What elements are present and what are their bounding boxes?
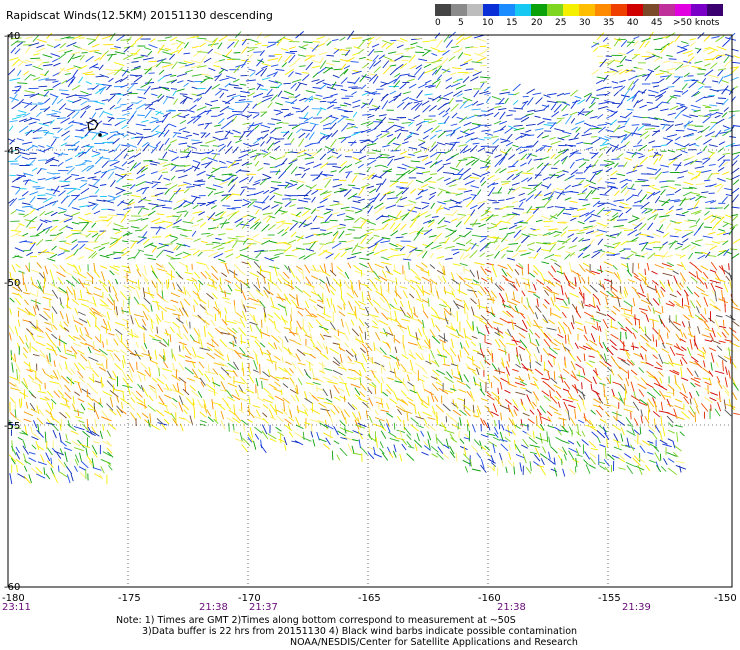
colorbar-label-25: 25 bbox=[555, 18, 567, 28]
colorbar-swatch bbox=[675, 4, 691, 16]
colorbar-swatch bbox=[611, 4, 627, 16]
colorbar-swatch bbox=[707, 4, 723, 16]
colorbar-swatch bbox=[547, 4, 563, 16]
lon-label-160: -160 bbox=[478, 593, 501, 604]
time-label-2: 21:37 bbox=[249, 602, 278, 613]
lat-label-55: -55 bbox=[4, 421, 20, 432]
island-coastline bbox=[87, 119, 102, 137]
colorbar-swatch bbox=[515, 4, 531, 16]
colorbar-label-0: 0 bbox=[435, 18, 441, 28]
lon-label-180: -180 bbox=[2, 593, 25, 604]
wind-barbs-layer bbox=[8, 30, 740, 485]
axis-labels: -40 -45 -50 -55 -60 -180 -175 -170 -165 … bbox=[2, 31, 737, 613]
colorbar-swatch bbox=[579, 4, 595, 16]
colorbar-swatch bbox=[483, 4, 499, 16]
lon-label-155: -155 bbox=[598, 593, 621, 604]
colorbar-label-20: 20 bbox=[531, 18, 543, 28]
colorbar-swatch bbox=[659, 4, 675, 16]
note-line-2: 3)Data buffer is 22 hrs from 20151130 4)… bbox=[142, 626, 578, 637]
time-label-4: 21:39 bbox=[622, 602, 651, 613]
colorbar-swatch bbox=[467, 4, 483, 16]
colorbar-swatch bbox=[595, 4, 611, 16]
colorbar-swatch bbox=[643, 4, 659, 16]
note-line-1: Note: 1) Times are GMT 2)Times along bot… bbox=[116, 615, 516, 626]
map-frame bbox=[7, 34, 733, 588]
colorbar-label-5: 5 bbox=[458, 18, 464, 28]
lon-label-175: -175 bbox=[118, 593, 141, 604]
lon-label-165: -165 bbox=[358, 593, 381, 604]
colorbar-label-40: 40 bbox=[627, 18, 639, 28]
lat-lon-grid bbox=[8, 35, 732, 587]
lon-label-150: -150 bbox=[714, 593, 737, 604]
lon-label-170: -170 bbox=[238, 593, 261, 604]
colorbar-swatches bbox=[435, 4, 723, 16]
lat-label-50: -50 bbox=[4, 278, 20, 289]
colorbar-swatch bbox=[499, 4, 515, 16]
time-label-3: 21:38 bbox=[497, 602, 526, 613]
lat-label-40: -40 bbox=[4, 31, 20, 42]
colorbar-swatch bbox=[451, 4, 467, 16]
colorbar-label-45: 45 bbox=[651, 18, 663, 28]
map-title: Rapidscat Winds(12.5KM) 20151130 descend… bbox=[6, 9, 273, 22]
colorbar-swatch bbox=[531, 4, 547, 16]
time-label-1: 21:38 bbox=[199, 602, 228, 613]
colorbar-swatch bbox=[435, 4, 451, 16]
colorbar-label-30: 30 bbox=[579, 18, 591, 28]
colorbar-swatch bbox=[691, 4, 707, 16]
lat-label-45: -45 bbox=[4, 146, 20, 157]
wind-speed-colorbar: 0 5 10 15 20 25 30 35 40 45 >50 knots bbox=[435, 4, 725, 36]
note-line-3: NOAA/NESDIS/Center for Satellite Applica… bbox=[290, 637, 578, 648]
colorbar-swatch bbox=[627, 4, 643, 16]
colorbar-label-15: 15 bbox=[506, 18, 518, 28]
lat-label-60: -60 bbox=[4, 582, 20, 593]
colorbar-label-50-knots: >50 knots bbox=[673, 18, 720, 28]
colorbar-labels: 0 5 10 15 20 25 30 35 40 45 >50 knots bbox=[435, 16, 725, 30]
colorbar-label-10: 10 bbox=[482, 18, 494, 28]
time-label-0: 23:11 bbox=[2, 602, 31, 613]
colorbar-swatch bbox=[563, 4, 579, 16]
colorbar-label-35: 35 bbox=[603, 18, 615, 28]
